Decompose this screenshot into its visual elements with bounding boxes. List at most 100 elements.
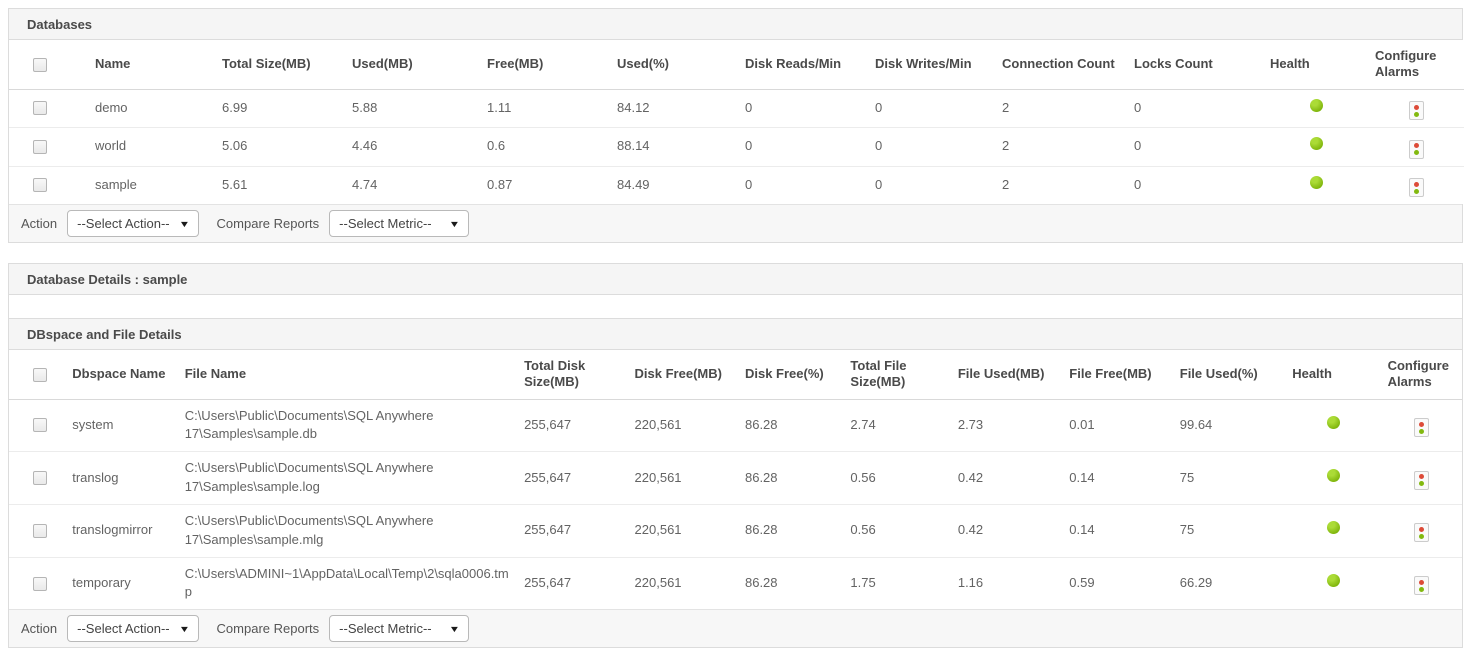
col-header-health: Health: [1264, 40, 1369, 90]
row-checkbox[interactable]: [33, 178, 47, 193]
file-free-cell: 0.01: [1069, 416, 1095, 432]
file-used-pct-cell: 99.64: [1179, 416, 1213, 432]
configure-alarms-icon[interactable]: [1414, 418, 1430, 438]
free-cell: 1.11: [487, 99, 512, 115]
table-row: translog C:\Users\Public\Documents\SQL An…: [9, 451, 1462, 505]
dbspace-section-header: DBspace and File Details: [9, 319, 1462, 350]
table-row: world 5.06 4.46 0.6 88.14 0 0 2 0: [9, 127, 1464, 167]
action-select-dropdown[interactable]: --Select Action-- ▼: [67, 210, 199, 237]
file-used-cell: 0.42: [957, 469, 984, 485]
used-pct-cell: 84.49: [617, 176, 650, 192]
total-disk-size-cell: 255,647: [524, 469, 572, 485]
col-header-file-name: File Name: [178, 350, 519, 400]
dbspace-action-bar: Action --Select Action-- ▼ Compare Repor…: [9, 609, 1462, 648]
file-name-cell: C:\Users\Public\Documents\SQL Anywhere 1…: [184, 512, 434, 547]
locks-count-cell: 0: [1134, 138, 1142, 154]
connection-count-cell: 2: [1002, 176, 1010, 192]
connection-count-cell: 2: [1002, 138, 1010, 154]
file-name-cell: C:\Users\Public\Documents\SQL Anywhere 1…: [184, 460, 434, 495]
compare-reports-label: Compare Reports: [216, 621, 320, 637]
col-header-file-used-pct: File Used(%): [1173, 350, 1287, 400]
col-header-file-used-mb: File Used(MB): [951, 350, 1064, 400]
file-used-cell: 0.42: [957, 522, 984, 538]
compare-metric-dropdown[interactable]: --Select Metric-- ▼: [329, 210, 470, 237]
configure-alarms-icon[interactable]: [1409, 139, 1424, 159]
action-select-dropdown[interactable]: --Select Action-- ▼: [67, 615, 199, 643]
name-cell: sample: [95, 176, 137, 192]
health-status-icon: [1310, 98, 1323, 112]
compare-metric-dropdown[interactable]: --Select Metric-- ▼: [329, 615, 470, 643]
configure-alarms-icon[interactable]: [1414, 576, 1430, 596]
databases-table: Name Total Size(MB) Used(MB) Free(MB) Us…: [9, 40, 1464, 204]
table-row: sample 5.61 4.74 0.87 84.49 0 0 2 0: [9, 166, 1464, 204]
health-status-icon: [1327, 521, 1341, 535]
compare-metric-value: --Select Metric--: [339, 621, 432, 637]
col-header-connection-count: Connection Count: [996, 40, 1128, 90]
name-cell: world: [95, 138, 127, 154]
disk-free-pct-cell: 86.28: [744, 522, 778, 538]
databases-panel: Databases Name Total Size(MB) Used(MB) F…: [8, 8, 1464, 243]
name-cell: demo: [95, 99, 128, 115]
row-checkbox[interactable]: [33, 576, 47, 591]
disk-reads-cell: 0: [745, 99, 753, 115]
dbspace-section-title: DBspace and File Details: [27, 327, 182, 342]
row-checkbox[interactable]: [33, 418, 47, 433]
select-all-checkbox[interactable]: [33, 367, 47, 382]
dropdown-arrow-icon: ▼: [178, 623, 190, 634]
panel-spacer: [9, 295, 1462, 319]
col-header-name: Name: [89, 40, 216, 90]
col-header-dbspace-name: Dbspace Name: [66, 350, 179, 400]
disk-free-cell: 220,561: [634, 416, 682, 432]
database-details-panel: Database Details : sample DBspace and Fi…: [8, 263, 1463, 649]
col-header-used-mb: Used(MB): [346, 40, 481, 90]
configure-alarms-icon[interactable]: [1414, 470, 1430, 490]
total-size-cell: 5.61: [222, 176, 248, 192]
configure-alarms-icon[interactable]: [1409, 178, 1424, 197]
select-all-checkbox[interactable]: [33, 57, 47, 72]
databases-action-bar: Action --Select Action-- ▼ Compare Repor…: [9, 204, 1462, 242]
row-checkbox[interactable]: [33, 523, 47, 538]
row-checkbox[interactable]: [33, 101, 47, 116]
disk-free-pct-cell: 86.28: [744, 469, 778, 485]
databases-header-row: Name Total Size(MB) Used(MB) Free(MB) Us…: [9, 40, 1464, 90]
used-cell: 4.46: [352, 138, 378, 154]
row-checkbox[interactable]: [33, 139, 47, 154]
dbspace-name-cell: translogmirror: [72, 522, 153, 538]
dbspace-name-cell: system: [72, 416, 114, 432]
file-name-cell: C:\Users\Public\Documents\SQL Anywhere 1…: [184, 407, 434, 442]
health-status-icon: [1327, 573, 1341, 587]
col-header-total-file-size: Total File Size(MB): [844, 350, 952, 400]
disk-free-pct-cell: 86.28: [744, 416, 778, 432]
file-free-cell: 0.14: [1069, 469, 1095, 485]
compare-reports-label: Compare Reports: [216, 216, 320, 231]
total-size-cell: 5.06: [222, 138, 248, 154]
dropdown-arrow-icon: ▼: [448, 218, 461, 229]
health-status-icon: [1310, 137, 1323, 151]
table-row: temporary C:\Users\ADMINI~1\AppData\Local…: [9, 557, 1462, 609]
locks-count-cell: 0: [1134, 99, 1142, 115]
file-free-cell: 0.14: [1069, 522, 1095, 538]
dbspace-header-row: Dbspace Name File Name Total Disk Size(M…: [9, 350, 1462, 400]
col-header-total-disk-size: Total Disk Size(MB): [518, 350, 629, 400]
disk-free-pct-cell: 86.28: [744, 574, 778, 590]
compare-metric-value: --Select Metric--: [339, 216, 432, 231]
file-name-cell: C:\Users\ADMINI~1\AppData\Local\Temp\2\s…: [184, 565, 509, 600]
health-status-icon: [1310, 175, 1323, 189]
configure-alarms-icon[interactable]: [1409, 101, 1424, 120]
col-header-disk-free-pct: Disk Free(%): [738, 350, 845, 400]
col-header-configure-alarms: Configure Alarms: [1381, 350, 1462, 400]
disk-writes-cell: 0: [875, 99, 883, 115]
configure-alarms-icon[interactable]: [1414, 523, 1430, 543]
row-checkbox[interactable]: [33, 471, 47, 486]
col-header-configure-alarms: Configure Alarms: [1369, 40, 1464, 90]
dbspace-name-cell: translog: [72, 469, 119, 485]
col-header-disk-free-mb: Disk Free(MB): [628, 350, 739, 400]
database-details-header: Database Details : sample: [9, 264, 1462, 295]
col-header-disk-writes: Disk Writes/Min: [869, 40, 996, 90]
col-header-used-pct: Used(%): [611, 40, 739, 90]
total-disk-size-cell: 255,647: [524, 522, 572, 538]
total-disk-size-cell: 255,647: [524, 416, 572, 432]
action-select-value: --Select Action--: [77, 621, 170, 637]
table-row: demo 6.99 5.88 1.11 84.12 0 0 2 0: [9, 89, 1464, 128]
